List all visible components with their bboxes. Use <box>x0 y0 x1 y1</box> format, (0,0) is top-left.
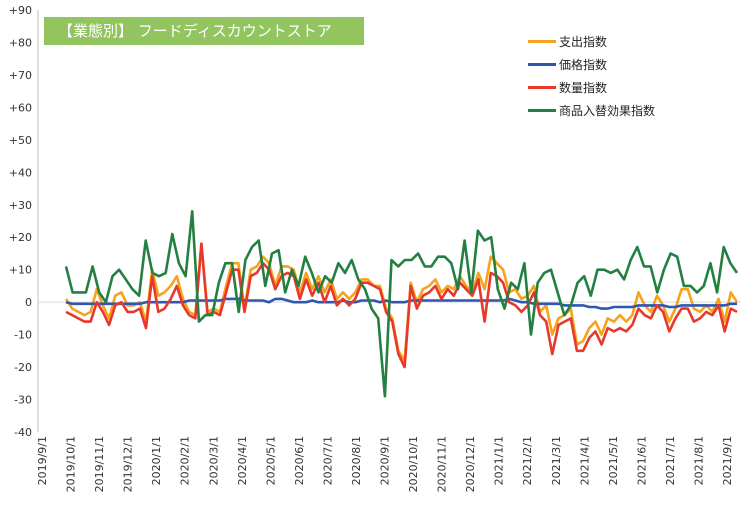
series-line-商品入替効果指数 <box>64 210 739 398</box>
x-tick-label: 2020/11/1 <box>436 436 449 492</box>
series-line-価格指数 <box>65 297 737 310</box>
y-tick-label: +30 <box>9 199 32 212</box>
x-tick-label: 2020/12/1 <box>464 436 477 492</box>
x-tick-label: 2020/2/1 <box>179 436 192 485</box>
y-tick-label: +20 <box>9 231 32 244</box>
y-tick-label: -10 <box>14 329 32 342</box>
x-tick-label: 2020/3/1 <box>207 436 220 485</box>
legend: 支出指数価格指数数量指数商品入替効果指数 <box>528 30 655 122</box>
x-tick-label: 2020/9/1 <box>379 436 392 485</box>
x-tick-label: 2019/9/1 <box>36 436 49 485</box>
legend-swatch <box>528 63 556 66</box>
legend-item: 支出指数 <box>528 30 655 53</box>
legend-label: 数量指数 <box>559 81 608 95</box>
legend-item: 価格指数 <box>528 53 655 76</box>
y-tick-label: +70 <box>9 69 32 82</box>
x-tick-label: 2021/8/1 <box>692 436 705 485</box>
x-tick-label: 2020/5/1 <box>264 436 277 485</box>
y-tick-label: -30 <box>14 394 32 407</box>
x-tick-label: 2021/9/1 <box>721 436 734 485</box>
x-axis: 2019/9/1 2019/10/1 2019/11/1 2019/12/1 2020/… <box>36 436 734 492</box>
y-tick-label: 0 <box>25 296 32 309</box>
x-tick-label: 2019/10/1 <box>65 436 78 492</box>
legend-item: 数量指数 <box>528 76 655 99</box>
y-tick-label: -40 <box>14 426 32 439</box>
x-tick-label: 2021/6/1 <box>635 436 648 485</box>
legend-label: 支出指数 <box>559 35 608 49</box>
y-tick-label: +50 <box>9 134 32 147</box>
series-line-支出指数 <box>64 242 739 362</box>
x-tick-label: 2021/4/1 <box>578 436 591 485</box>
x-tick-label: 2019/12/1 <box>122 436 135 492</box>
x-tick-label: 2020/8/1 <box>350 436 363 485</box>
y-tick-label: +10 <box>9 264 32 277</box>
x-tick-label: 2021/2/1 <box>521 436 534 485</box>
legend-swatch <box>528 86 556 89</box>
x-tick-label: 2019/11/1 <box>93 436 106 492</box>
y-tick-label: +90 <box>9 4 32 17</box>
x-tick-label: 2021/1/1 <box>493 436 506 485</box>
y-tick-label: +60 <box>9 101 32 114</box>
series-line-数量指数 <box>65 242 738 369</box>
series-lines <box>64 210 739 398</box>
x-tick-label: 2021/3/1 <box>550 436 563 485</box>
legend-label: 価格指数 <box>559 58 608 72</box>
x-tick-label: 2020/6/1 <box>293 436 306 485</box>
x-tick-label: 2020/4/1 <box>236 436 249 485</box>
legend-swatch <box>528 40 556 43</box>
legend-item: 商品入替効果指数 <box>528 99 655 122</box>
y-tick-label: +40 <box>9 166 32 179</box>
y-tick-label: -20 <box>14 361 32 374</box>
y-tick-label: +80 <box>9 36 32 49</box>
x-tick-label: 2021/7/1 <box>664 436 677 485</box>
legend-label: 商品入替効果指数 <box>559 104 656 118</box>
x-tick-label: 2020/10/1 <box>407 436 420 492</box>
legend-swatch <box>528 109 556 112</box>
x-tick-label: 2021/5/1 <box>607 436 620 485</box>
x-tick-label: 2020/1/1 <box>150 436 163 485</box>
x-tick-label: 2020/7/1 <box>321 436 334 485</box>
chart-title: 【業態別】 フードディスカウントストア <box>44 17 364 45</box>
